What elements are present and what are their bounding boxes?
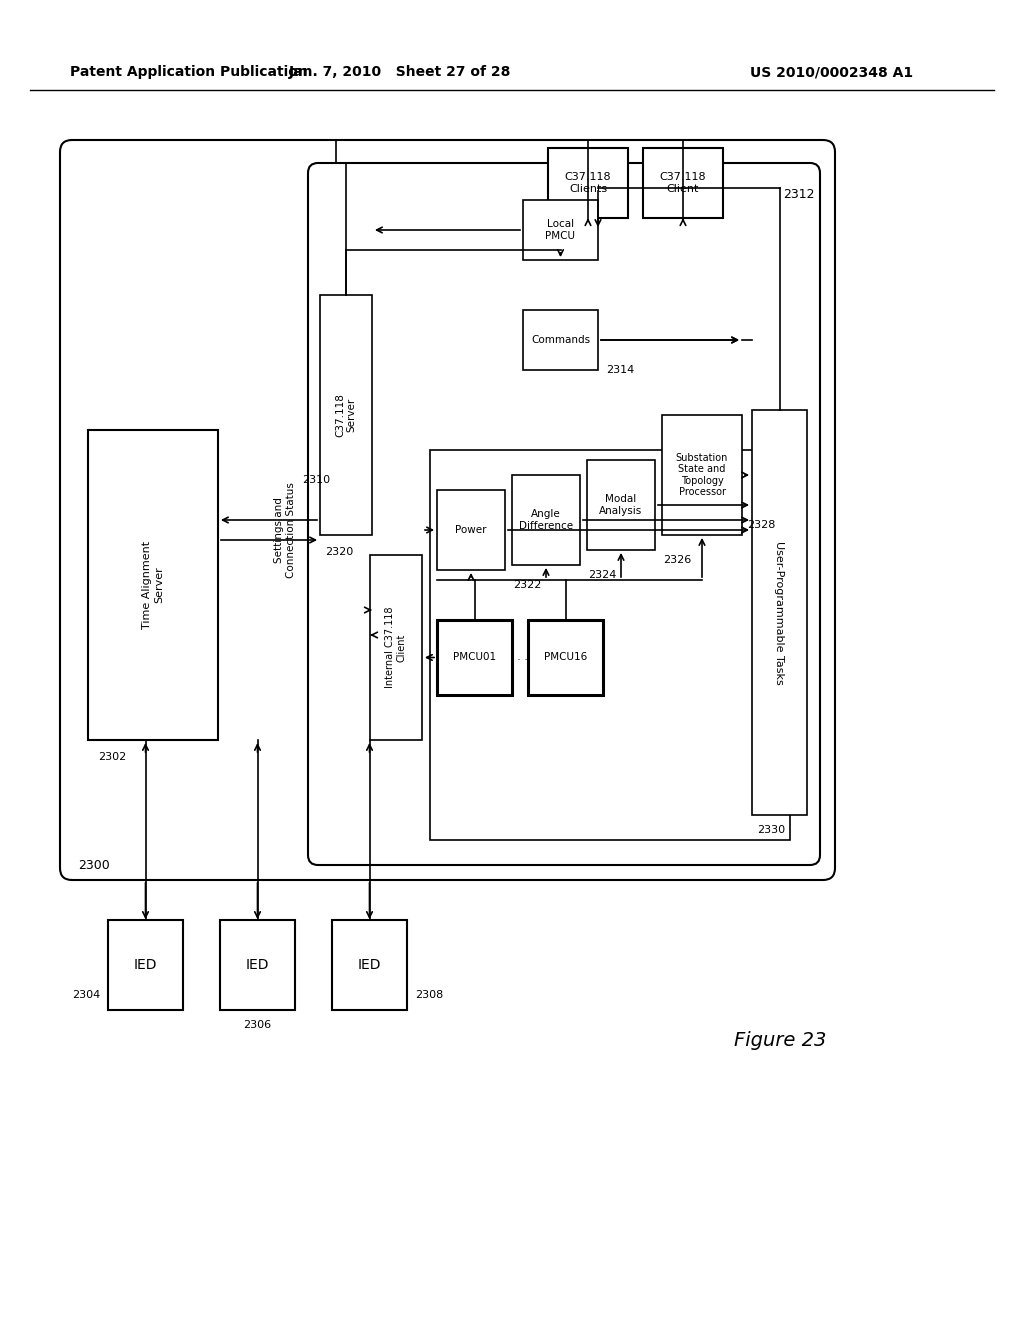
FancyBboxPatch shape: [60, 140, 835, 880]
Bar: [512, 475, 580, 565]
Text: C37.118
Clients: C37.118 Clients: [564, 172, 611, 194]
Text: Internal C37.118
Client: Internal C37.118 Client: [385, 607, 407, 688]
Text: 2304: 2304: [72, 990, 100, 1001]
Bar: [430, 450, 790, 840]
Text: IED: IED: [357, 958, 381, 972]
Text: 2312: 2312: [783, 187, 815, 201]
Text: IED: IED: [134, 958, 158, 972]
Bar: [437, 490, 505, 570]
Bar: [523, 201, 598, 260]
Text: 2330: 2330: [757, 825, 785, 836]
Bar: [548, 148, 628, 218]
Text: 2324: 2324: [588, 570, 616, 579]
Text: Local
PMCU: Local PMCU: [546, 219, 575, 240]
Bar: [370, 554, 422, 741]
Bar: [662, 414, 742, 535]
Text: IED: IED: [246, 958, 269, 972]
Bar: [319, 294, 372, 535]
Text: Settings and
Connection Status: Settings and Connection Status: [274, 482, 296, 578]
Text: C37.118
Client: C37.118 Client: [659, 172, 707, 194]
Text: Angle
Difference: Angle Difference: [519, 510, 573, 531]
Text: PMCU16: PMCU16: [544, 652, 587, 663]
FancyBboxPatch shape: [308, 162, 820, 865]
Bar: [643, 148, 723, 218]
Text: 2320: 2320: [325, 546, 353, 557]
Text: Substation
State and
Topology
Processor: Substation State and Topology Processor: [676, 453, 728, 498]
Bar: [88, 430, 218, 741]
Bar: [587, 459, 655, 550]
Bar: [528, 620, 603, 696]
Bar: [752, 411, 807, 814]
Text: 2322: 2322: [513, 579, 542, 590]
Bar: [108, 920, 183, 1010]
Bar: [523, 310, 598, 370]
Text: Jan. 7, 2010   Sheet 27 of 28: Jan. 7, 2010 Sheet 27 of 28: [289, 65, 511, 79]
Text: Commands: Commands: [530, 335, 590, 345]
Text: 2300: 2300: [78, 859, 110, 873]
Text: 2308: 2308: [415, 990, 443, 1001]
Text: Time Alignment
Server: Time Alignment Server: [142, 541, 164, 630]
Text: Figure 23: Figure 23: [734, 1031, 826, 1049]
Text: 2314: 2314: [606, 366, 634, 375]
Bar: [220, 920, 295, 1010]
Text: US 2010/0002348 A1: US 2010/0002348 A1: [750, 65, 913, 79]
Text: Power: Power: [456, 525, 486, 535]
Text: PMCU01: PMCU01: [453, 652, 496, 663]
Text: 2306: 2306: [244, 1020, 271, 1030]
Text: 2328: 2328: [746, 520, 775, 531]
Text: C37.118
Server: C37.118 Server: [335, 393, 356, 437]
Text: 2310: 2310: [302, 475, 330, 484]
Bar: [332, 920, 407, 1010]
Text: Modal
Analysis: Modal Analysis: [599, 494, 643, 516]
Text: 2302: 2302: [98, 752, 126, 762]
Bar: [437, 620, 512, 696]
Text: 2326: 2326: [663, 554, 691, 565]
Text: User-Programmable Tasks: User-Programmable Tasks: [774, 541, 784, 684]
Text: . . .: . . .: [510, 652, 528, 663]
Text: Patent Application Publication: Patent Application Publication: [70, 65, 308, 79]
